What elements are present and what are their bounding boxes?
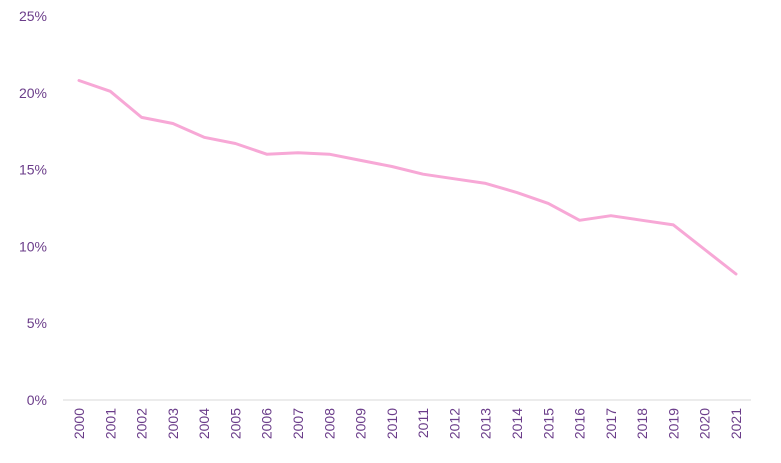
y-tick-label: 20% bbox=[19, 85, 47, 101]
series-layer bbox=[77, 79, 738, 276]
y-tick-label: 5% bbox=[27, 315, 47, 331]
x-tick-label: 2021 bbox=[728, 408, 744, 439]
x-tick-label: 2018 bbox=[634, 408, 650, 439]
x-tick-label: 2017 bbox=[603, 408, 619, 439]
x-tick-label: 2011 bbox=[415, 408, 431, 438]
x-tick-label: 2005 bbox=[227, 408, 243, 439]
x-tick-label: 2000 bbox=[71, 408, 87, 439]
x-tick-label: 2014 bbox=[509, 408, 525, 439]
x-tick-label: 2019 bbox=[665, 408, 681, 439]
x-tick-label: 2002 bbox=[134, 408, 150, 439]
x-tick-label: 2015 bbox=[540, 408, 556, 439]
x-tick-label: 2012 bbox=[446, 408, 462, 439]
y-tick-label: 10% bbox=[19, 238, 47, 254]
x-tick-label: 2003 bbox=[165, 408, 181, 439]
x-tick-label: 2020 bbox=[697, 408, 713, 439]
x-tick-label: 2001 bbox=[102, 408, 118, 439]
y-tick-label: 25% bbox=[19, 8, 47, 24]
x-tick-label: 2006 bbox=[259, 408, 275, 439]
y-tick-label: 15% bbox=[19, 162, 47, 178]
x-tick-label: 2009 bbox=[353, 408, 369, 439]
x-tick-label: 2013 bbox=[478, 408, 494, 439]
y-axis: 0% 5% 10% 15% 20% 25% bbox=[19, 8, 47, 408]
x-tick-label: 2004 bbox=[196, 408, 212, 439]
x-tick-label: 2010 bbox=[384, 408, 400, 439]
series-line-0 bbox=[77, 79, 738, 276]
y-tick-label: 0% bbox=[27, 392, 47, 408]
x-tick-label: 2007 bbox=[290, 408, 306, 439]
x-tick-label: 2008 bbox=[321, 408, 337, 439]
x-tick-label: 2016 bbox=[572, 408, 588, 439]
x-axis: 2000 2001 2002 2003 2004 2005 2006 2007 2008 2009… bbox=[63, 399, 751, 439]
